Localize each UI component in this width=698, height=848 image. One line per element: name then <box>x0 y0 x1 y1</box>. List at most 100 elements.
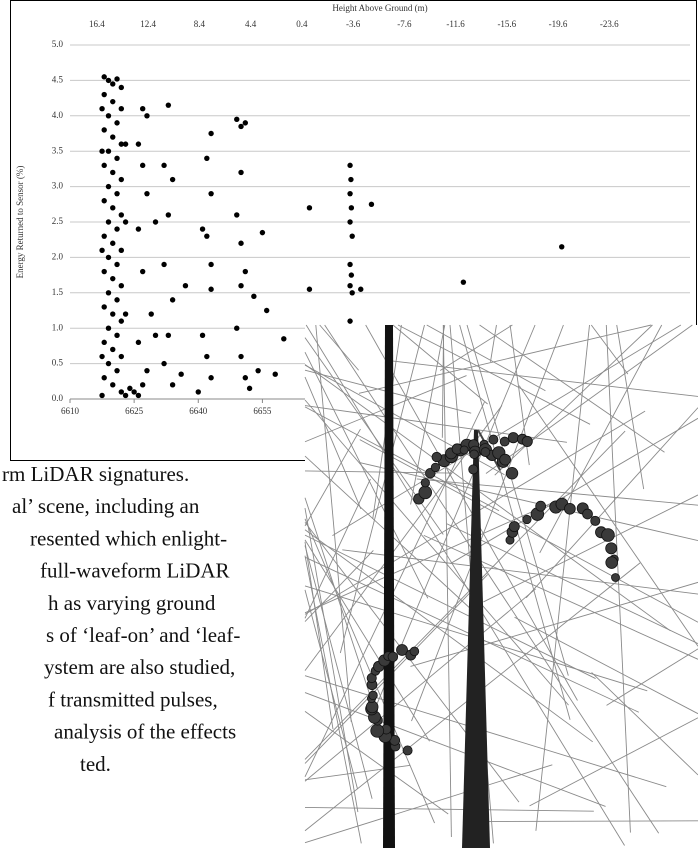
point <box>152 219 159 225</box>
point <box>144 113 150 119</box>
x2-tick-label: 0.4 <box>296 19 308 29</box>
point <box>110 275 116 282</box>
ray <box>304 711 449 815</box>
ray <box>359 439 698 623</box>
point <box>99 353 105 360</box>
ray <box>490 324 497 362</box>
leaf-cluster <box>459 445 469 455</box>
point <box>169 297 176 303</box>
text-line: rm LiDAR signatures. <box>2 462 189 486</box>
point <box>122 219 129 225</box>
y-tick-label: 4.0 <box>52 110 64 120</box>
leaf-cluster <box>370 723 385 738</box>
point <box>99 148 105 154</box>
point <box>208 190 214 197</box>
x2-axis-title: Height Above Ground (m) <box>332 3 427 13</box>
leaf-cluster <box>499 453 511 466</box>
ray <box>304 518 435 824</box>
point <box>242 120 249 126</box>
point <box>165 212 172 218</box>
point <box>349 290 355 296</box>
text-line: resented which enlight- <box>30 526 227 550</box>
ray <box>439 324 513 371</box>
leaf-cluster <box>582 508 593 520</box>
point <box>118 84 125 91</box>
ray <box>304 352 429 599</box>
point <box>131 389 137 395</box>
ray <box>304 478 371 619</box>
point <box>99 247 105 254</box>
ray <box>426 324 546 392</box>
point <box>118 212 125 218</box>
x2-tick-label: -3.6 <box>346 19 361 29</box>
point <box>139 162 146 169</box>
ray <box>539 324 663 554</box>
x2-tick-label: -19.6 <box>549 19 568 29</box>
ray <box>304 529 593 743</box>
ray <box>410 581 698 667</box>
leaf-cluster <box>507 432 519 444</box>
point <box>114 367 120 374</box>
point <box>110 240 116 246</box>
leaf-cluster <box>564 502 576 515</box>
ray <box>304 508 359 813</box>
ray <box>410 324 446 505</box>
point <box>238 240 244 246</box>
ray <box>304 496 566 614</box>
point <box>178 371 184 377</box>
ray <box>514 616 698 715</box>
ray <box>442 324 452 837</box>
ray <box>397 324 591 425</box>
point <box>114 332 120 338</box>
trunk <box>383 325 395 848</box>
ray <box>466 324 569 676</box>
ray <box>304 430 626 760</box>
ray <box>304 764 553 844</box>
ray <box>411 324 564 722</box>
point <box>118 141 125 147</box>
ray <box>529 717 698 807</box>
leaf-cluster <box>505 467 519 480</box>
point <box>105 360 112 367</box>
point <box>251 293 257 300</box>
x2-tick-label: 4.4 <box>245 19 257 29</box>
point <box>101 304 107 310</box>
ray <box>304 806 594 812</box>
point <box>460 279 467 285</box>
ray <box>590 324 629 375</box>
point <box>110 134 116 140</box>
x2-tick-label: 12.4 <box>140 19 156 29</box>
point <box>118 353 125 360</box>
point <box>238 353 244 360</box>
ray <box>365 324 578 701</box>
y-axis-title: Energy Returned to Sensor (%) <box>15 166 25 279</box>
x2-tick-label: -15.6 <box>497 19 516 29</box>
ray <box>483 494 698 603</box>
text-line: ystem are also studied, <box>44 655 235 679</box>
point <box>105 113 112 119</box>
x2-tick-label: 8.4 <box>194 19 206 29</box>
leaf-cluster <box>430 462 441 473</box>
point <box>135 226 142 232</box>
point <box>306 286 313 292</box>
leaf-cluster <box>488 434 499 445</box>
y-tick-label: 1.5 <box>52 287 64 297</box>
ray <box>304 550 374 622</box>
point <box>139 106 146 112</box>
y-tick-label: 0.0 <box>52 393 64 403</box>
ray <box>304 376 362 510</box>
point <box>306 205 313 211</box>
point <box>148 311 154 317</box>
point <box>348 272 355 278</box>
ray <box>479 324 665 453</box>
point <box>281 336 287 342</box>
point <box>347 318 353 324</box>
point <box>114 120 120 126</box>
leaf-cluster <box>387 651 399 663</box>
ray <box>463 820 698 823</box>
x2-tick-label: -23.6 <box>600 19 619 29</box>
point <box>135 141 142 147</box>
y-tick-label: 0.5 <box>52 358 64 368</box>
point <box>238 169 244 176</box>
